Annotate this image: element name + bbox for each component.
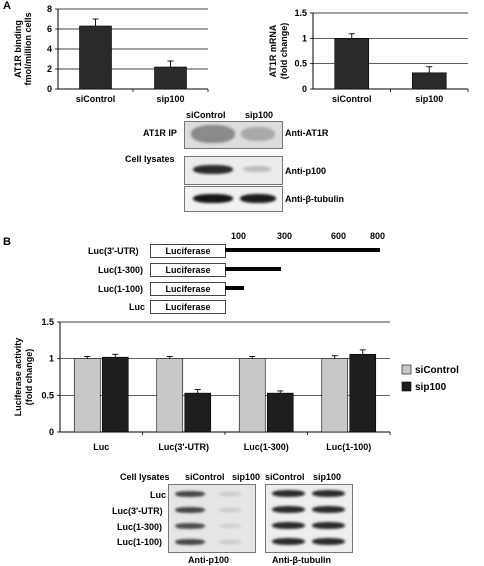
y-tick-label: 4 (47, 44, 52, 54)
luciferase-chart: 0 0.5 1 1.5 Luc Luc(3'-UTR) Luc(1-300) Luc(1-10… (13, 317, 459, 452)
legend-label: sip100 (415, 382, 447, 393)
construct-name: Luc(3'-UTR) (88, 246, 139, 256)
luciferase-box: Luciferase (150, 263, 226, 277)
y-tick-label: 1 (49, 354, 54, 364)
luciferase-box: Luciferase (150, 244, 226, 258)
y-tick-label: 1 (302, 33, 307, 43)
mrna-chart: 0 0.5 1 1.5 siControl sip100 AT1R mRNA (fold ch… (268, 8, 469, 104)
bar (411, 72, 447, 90)
cell-lysates-label-a: Cell lysates (125, 154, 175, 164)
bar (101, 356, 129, 433)
luciferase-chart-svg: 0 0.5 1 1.5 Luc Luc(3'-UTR) Luc(1-300) Luc(1-10… (13, 317, 459, 452)
anti-at1r-label: Anti-AT1R (285, 128, 329, 138)
category-label: sip100 (156, 94, 184, 104)
p100-blot-panel-b (168, 484, 256, 553)
category-label: Luc(1-100) (326, 442, 371, 452)
bar (184, 392, 212, 433)
anti-p100-label-a: Anti-p100 (285, 166, 327, 176)
cell-lysates-label-b: Cell lysates (120, 472, 170, 482)
y-axis-label: (fold change) (24, 349, 34, 406)
row-label: Luc (150, 490, 167, 500)
blot-header-sip100: sip100 (245, 110, 274, 120)
utr-line-full (225, 248, 380, 252)
y-axis-label: (fold change) (279, 23, 289, 80)
category-label: siControl (76, 94, 116, 104)
panel-a-charts: 0 2 4 6 8 siControl sip100 AT1R binding fmol/mil… (13, 4, 469, 104)
row-label: Luc(1-300) (117, 522, 163, 532)
bar (334, 38, 370, 90)
bottom-header-sicontrol-1: siControl (185, 472, 225, 482)
scale-tick-600: 600 (331, 231, 347, 241)
y-axis-label: AT1R mRNA (268, 24, 278, 77)
luciferase-box: Luciferase (150, 282, 226, 296)
bar (79, 25, 112, 90)
bar (154, 66, 187, 90)
bottom-header-sip100-1: sip100 (232, 472, 261, 482)
tubulin-blot-panel-b (265, 484, 353, 553)
bar (349, 353, 377, 433)
at1r-ip-blot (184, 121, 283, 149)
y-axis-label: AT1R binding (13, 20, 23, 78)
utr-line-300 (225, 267, 281, 271)
bar (156, 358, 184, 433)
row-label: Luc(1-100) (117, 537, 163, 547)
legend-swatch (401, 381, 412, 392)
at1r-ip-label: AT1R IP (143, 128, 177, 138)
y-axis-label: fmol/million cells (23, 12, 33, 85)
bar (266, 392, 294, 433)
category-label: sip100 (415, 94, 443, 104)
scale-tick-300: 300 (277, 231, 293, 241)
bar (73, 358, 101, 433)
y-tick-label: 1.5 (294, 8, 307, 18)
y-tick-label: 0 (49, 427, 54, 437)
y-tick-label: 8 (47, 4, 52, 14)
anti-tubulin-label-b: Anti-β-tubulin (272, 555, 331, 565)
category-label: siControl (332, 94, 372, 104)
y-tick-label: 6 (47, 24, 52, 34)
y-tick-label: 0 (302, 84, 307, 94)
category-label: Luc(1-300) (244, 442, 289, 452)
utr-line-100 (225, 286, 244, 290)
row-label: Luc(3'-UTR) (112, 506, 163, 516)
binding-chart: 0 2 4 6 8 siControl sip100 AT1R binding fmol/mil… (13, 4, 209, 104)
blot-header-sicontrol: siControl (186, 110, 226, 120)
p100-blot (184, 156, 283, 185)
anti-tubulin-label-a: Anti-β-tubulin (285, 194, 344, 204)
scale-tick-800: 800 (370, 231, 386, 241)
legend-label: siControl (415, 365, 459, 376)
anti-p100-label-b: Anti-p100 (188, 555, 230, 565)
y-tick-label: 0 (47, 84, 52, 94)
bottom-header-sicontrol-2: siControl (265, 472, 305, 482)
construct-name: Luc(1-100) (98, 284, 144, 294)
construct-name: Luc (129, 302, 146, 312)
bottom-header-sip100-2: sip100 (313, 472, 342, 482)
category-label: Luc (93, 442, 109, 452)
tubulin-blot-a (184, 186, 283, 212)
y-tick-label: 0.5 (41, 390, 54, 400)
scale-tick-100: 100 (231, 231, 247, 241)
y-axis-label: Luciferase activity (13, 338, 23, 417)
construct-name: Luc(1-300) (98, 265, 144, 275)
panel-b-letter: B (3, 236, 11, 248)
luciferase-box: Luciferase (150, 300, 226, 314)
y-tick-label: 2 (47, 64, 52, 74)
category-label: Luc(3'-UTR) (158, 442, 209, 452)
bar (238, 358, 266, 433)
bar (321, 358, 349, 433)
y-tick-label: 0.5 (294, 59, 307, 69)
y-tick-label: 1.5 (41, 317, 54, 327)
legend-swatch (401, 364, 412, 375)
panel-a-letter: A (3, 0, 11, 12)
